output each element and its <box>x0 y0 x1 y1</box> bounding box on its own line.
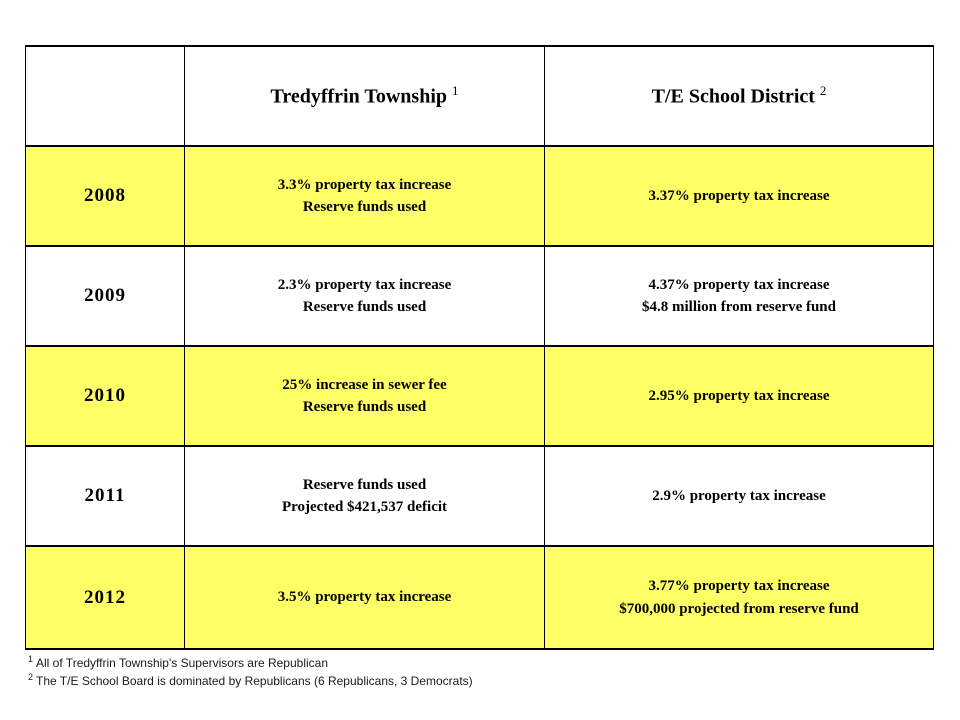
year-cell: 2012 <box>25 545 185 650</box>
footnote-ref-1: 1 <box>452 83 459 99</box>
footnotes: 1 All of Tredyffrin Township's Supervisor… <box>28 654 473 689</box>
township-cell: 3.5% property tax increase <box>184 545 545 650</box>
footnote-1-text: All of Tredyffrin Township's Supervisors… <box>36 656 329 670</box>
footnote-2: 2 The T/E School Board is dominated by Re… <box>28 672 473 690</box>
header-township-label: Tredyffrin Township <box>270 85 448 108</box>
year-cell: 2011 <box>25 445 185 547</box>
footnote-2-text: The T/E School Board is dominated by Rep… <box>36 673 473 688</box>
district-cell: 2.9% property tax increase <box>544 445 934 547</box>
footnote-ref-2: 2 <box>819 83 827 99</box>
township-cell: 25% increase in sewer fee Reserve funds … <box>184 345 545 447</box>
table-header-row: Tredyffrin Township 1 T/E School District… <box>25 45 934 147</box>
district-cell: 2.95% property tax increase <box>544 345 934 447</box>
district-cell: 3.37% property tax increase <box>544 145 934 247</box>
township-cell: 3.3% property tax increase Reserve funds… <box>184 145 545 247</box>
footnote-2-marker: 2 <box>28 671 34 682</box>
table-row: 2009 2.3% property tax increase Reserve … <box>25 245 934 347</box>
header-district-cell: T/E School District 2 <box>544 45 934 147</box>
tax-comparison-table: Tredyffrin Township 1 T/E School District… <box>25 45 934 650</box>
header-township-cell: Tredyffrin Township 1 <box>184 45 545 147</box>
township-cell: Reserve funds used Projected $421,537 de… <box>184 445 545 547</box>
footnote-1: 1 All of Tredyffrin Township's Supervisor… <box>28 654 473 672</box>
header-district-label: T/E School District <box>651 85 815 108</box>
table-row: 2008 3.3% property tax increase Reserve … <box>25 145 934 247</box>
district-cell: 4.37% property tax increase $4.8 million… <box>544 245 934 347</box>
district-cell: 3.77% property tax increase $700,000 pro… <box>544 545 934 650</box>
table-row: 2012 3.5% property tax increase 3.77% pr… <box>25 545 934 650</box>
year-cell: 2008 <box>25 145 185 247</box>
table-row: 2010 25% increase in sewer fee Reserve f… <box>25 345 934 447</box>
year-cell: 2010 <box>25 345 185 447</box>
year-cell: 2009 <box>25 245 185 347</box>
footnote-1-marker: 1 <box>28 654 34 664</box>
table-row: 2011 Reserve funds used Projected $421,5… <box>25 445 934 547</box>
header-empty-cell <box>25 45 185 147</box>
township-cell: 2.3% property tax increase Reserve funds… <box>184 245 545 347</box>
